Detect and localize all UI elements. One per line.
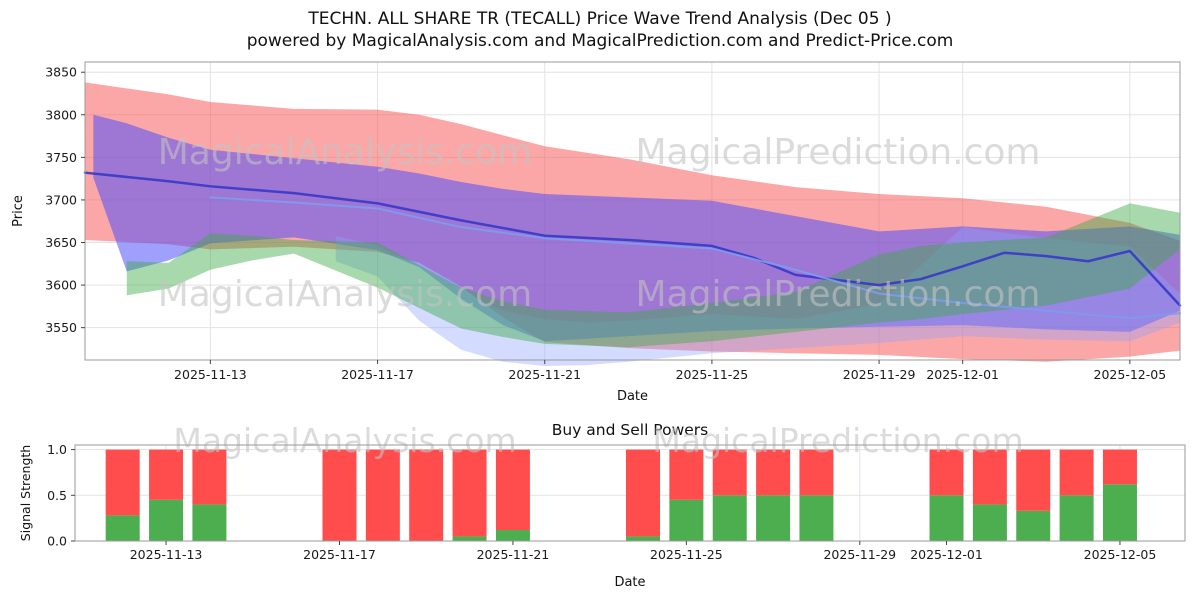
sell-power-bar [1016, 449, 1051, 511]
price-trend-chart: MagicalAnalysis.com MagicalPrediction.com… [11, 61, 1182, 402]
x-tick-label: 2025-11-29 [843, 367, 916, 382]
x-tick-label: 2025-11-17 [303, 547, 376, 562]
y-tick-label: 0.5 [47, 488, 67, 503]
buy-power-bar [452, 536, 487, 541]
sell-power-bar [712, 449, 747, 496]
x-axis-label: Date [614, 575, 645, 590]
buy-power-bar [929, 495, 964, 541]
sell-power-bar [409, 449, 444, 541]
price-band-green [126, 203, 1180, 348]
buy-power-bar [1102, 484, 1137, 541]
x-tick-label: 2025-11-25 [676, 367, 749, 382]
trend-line-dark [83, 171, 1182, 307]
x-tick-label: 2025-12-05 [1084, 547, 1157, 562]
trend-line-light [209, 196, 1181, 320]
y-tick-label: 3550 [45, 320, 77, 335]
buy-power-bar [192, 504, 227, 541]
page-subtitle: powered by MagicalAnalysis.com and Magic… [246, 31, 954, 51]
buy-power-bar [1059, 495, 1094, 541]
y-tick-label: 3850 [45, 65, 77, 80]
price-band-blue [93, 114, 1181, 342]
buy-power-bar [495, 530, 530, 541]
sell-power-bar [452, 449, 487, 537]
chart-header: TECHN. ALL SHARE TR (TECALL) Price Wave … [0, 8, 1200, 52]
x-tick-label: 2025-12-01 [910, 547, 983, 562]
buy-power-bar [105, 515, 140, 541]
sell-power-bar [1059, 449, 1094, 496]
buy-power-bar [1016, 510, 1051, 541]
sell-power-bar [322, 449, 357, 541]
x-tick-label: 2025-11-13 [130, 547, 203, 562]
y-tick-label: 3750 [45, 150, 77, 165]
y-tick-label: 3700 [45, 192, 77, 207]
y-axis-label: Signal Strength [18, 445, 33, 541]
x-tick-label: 2025-11-25 [650, 547, 723, 562]
plot-border [84, 61, 1181, 361]
sell-power-bar [105, 449, 140, 516]
y-tick-label: 0.0 [47, 534, 67, 549]
page-title: TECHN. ALL SHARE TR (TECALL) Price Wave … [308, 9, 892, 29]
y-axis-label: Price [11, 195, 26, 227]
x-tick-label: 2025-11-21 [508, 367, 581, 382]
buy-sell-power-chart: Buy and Sell Powers MagicalAnalysis.com Ma… [18, 421, 1186, 590]
sell-power-bar [756, 449, 791, 496]
sell-power-bar [149, 449, 184, 500]
x-tick-label: 2025-11-13 [174, 367, 247, 382]
sell-power-bar [192, 449, 227, 505]
x-tick-label: 2025-11-29 [823, 547, 896, 562]
watermark: MagicalPrediction.com [636, 274, 1041, 315]
sell-power-bar [669, 449, 704, 500]
x-tick-label: 2025-12-01 [926, 367, 999, 382]
sell-power-bar [929, 449, 964, 496]
x-tick-label: 2025-11-17 [341, 367, 414, 382]
buy-power-bar [149, 499, 184, 541]
sell-power-bar [626, 449, 661, 537]
y-tick-label: 3600 [45, 278, 77, 293]
price-band-light-blue [335, 227, 1180, 366]
watermark: MagicalPrediction.com [636, 132, 1041, 173]
plot-border [74, 444, 1186, 542]
sell-power-bar [495, 449, 530, 531]
y-tick-label: 1.0 [47, 442, 67, 457]
buy-power-bar [669, 499, 704, 541]
y-tick-label: 3800 [45, 107, 77, 122]
sell-power-bar [972, 449, 1007, 505]
x-axis-label: Date [617, 389, 648, 402]
buy-power-bar [756, 495, 791, 541]
y-tick-label: 3650 [45, 235, 77, 250]
watermark: MagicalAnalysis.com [158, 274, 532, 315]
sell-power-bar [1102, 449, 1137, 485]
buy-power-bar [712, 495, 747, 541]
buy-power-bar [626, 536, 661, 541]
watermark: MagicalAnalysis.com [158, 132, 532, 173]
x-tick-label: 2025-11-21 [477, 547, 550, 562]
buy-power-bar [799, 495, 834, 541]
sell-power-bar [799, 449, 834, 496]
power-chart-title: Buy and Sell Powers [552, 421, 709, 439]
sell-power-bar [365, 449, 400, 541]
watermark: MagicalAnalysis.com [173, 421, 516, 460]
buy-power-bar [972, 504, 1007, 541]
x-tick-label: 2025-12-05 [1094, 367, 1167, 382]
watermark: MagicalPrediction.com [652, 421, 1023, 460]
